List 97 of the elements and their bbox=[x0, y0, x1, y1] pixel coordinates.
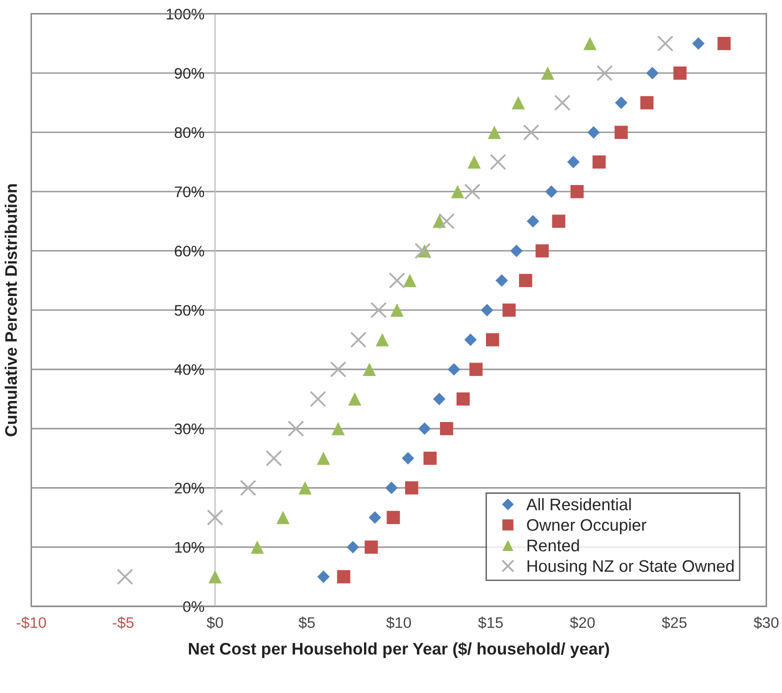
point bbox=[402, 452, 414, 464]
point bbox=[390, 304, 404, 317]
point bbox=[350, 332, 367, 348]
point bbox=[567, 156, 580, 168]
point bbox=[512, 96, 525, 110]
point bbox=[116, 568, 134, 585]
x-tick-label: $20 bbox=[570, 616, 595, 629]
point bbox=[657, 35, 674, 52]
legend-label: Rented bbox=[528, 539, 579, 552]
point bbox=[592, 155, 606, 169]
point bbox=[554, 94, 571, 111]
y-tick-label: 40% bbox=[174, 364, 204, 376]
point bbox=[456, 392, 470, 406]
point bbox=[486, 333, 500, 346]
point bbox=[298, 481, 312, 494]
point bbox=[316, 452, 330, 465]
point bbox=[692, 37, 705, 50]
point bbox=[490, 154, 506, 170]
point bbox=[364, 540, 378, 554]
point bbox=[440, 422, 454, 436]
x-tick-label: $0 bbox=[206, 616, 223, 629]
x-tick-label: $30 bbox=[754, 616, 779, 629]
point bbox=[330, 361, 346, 378]
point bbox=[403, 274, 416, 288]
point bbox=[468, 155, 481, 169]
point bbox=[469, 362, 483, 376]
point bbox=[368, 511, 382, 524]
point bbox=[332, 422, 345, 436]
point bbox=[502, 304, 516, 317]
legend-label: Housing NZ or State Owned bbox=[528, 560, 734, 576]
y-tick-label: 10% bbox=[175, 542, 204, 553]
point bbox=[536, 244, 549, 258]
point bbox=[522, 124, 540, 141]
point bbox=[718, 36, 731, 50]
point bbox=[346, 540, 360, 554]
point bbox=[310, 390, 326, 408]
point bbox=[448, 363, 460, 376]
point bbox=[266, 450, 282, 466]
point bbox=[496, 274, 508, 287]
point bbox=[433, 392, 446, 406]
y-tick-label: 20% bbox=[174, 482, 204, 494]
point bbox=[646, 66, 659, 80]
legend-label: Owner Occupier bbox=[527, 518, 646, 534]
y-tick-label: 80% bbox=[174, 127, 204, 138]
point bbox=[541, 66, 554, 80]
point bbox=[388, 272, 406, 289]
point bbox=[570, 185, 584, 198]
point bbox=[276, 510, 290, 524]
point bbox=[288, 420, 304, 437]
point bbox=[414, 242, 431, 260]
point bbox=[614, 96, 628, 109]
point bbox=[362, 362, 376, 376]
legend-label: All Residential bbox=[526, 498, 631, 510]
point bbox=[250, 540, 264, 554]
y-axis-title: Cumulative Percent Distribution bbox=[4, 184, 17, 436]
x-tick-label: $25 bbox=[662, 616, 687, 629]
point bbox=[418, 422, 431, 435]
point bbox=[587, 126, 600, 139]
x-tick-label: $5 bbox=[298, 616, 315, 629]
point bbox=[596, 64, 613, 82]
x-tick-label: $10 bbox=[386, 616, 411, 629]
point bbox=[526, 215, 540, 228]
point bbox=[423, 452, 437, 465]
y-tick-label: 90% bbox=[174, 68, 204, 79]
point bbox=[614, 126, 628, 139]
point bbox=[519, 274, 532, 288]
point bbox=[317, 570, 330, 583]
y-tick-label: 60% bbox=[174, 246, 204, 257]
point bbox=[370, 302, 387, 318]
point bbox=[552, 214, 566, 228]
point bbox=[385, 482, 398, 494]
point bbox=[510, 244, 523, 258]
y-tick-label: 70% bbox=[174, 186, 204, 198]
point bbox=[464, 183, 481, 200]
point bbox=[545, 185, 558, 198]
x-tick-label: -$10 bbox=[16, 616, 46, 629]
point bbox=[451, 185, 464, 198]
point bbox=[376, 333, 389, 346]
point bbox=[464, 334, 477, 346]
point bbox=[640, 96, 654, 110]
y-tick-label: 50% bbox=[174, 304, 204, 316]
point bbox=[337, 570, 350, 584]
point bbox=[488, 126, 501, 139]
point bbox=[240, 480, 256, 496]
x-axis-title: Net Cost per Household per Year ($/ household/ year) bbox=[188, 642, 610, 658]
point bbox=[480, 304, 494, 316]
point bbox=[206, 509, 224, 526]
point bbox=[208, 570, 222, 584]
y-tick-label: 30% bbox=[174, 423, 204, 434]
point bbox=[438, 213, 455, 230]
point bbox=[386, 510, 400, 524]
point bbox=[348, 392, 362, 406]
point bbox=[583, 36, 597, 50]
point bbox=[405, 481, 418, 494]
x-tick-label: $15 bbox=[478, 616, 503, 629]
x-tick-label: -$5 bbox=[112, 616, 134, 629]
point bbox=[673, 66, 687, 80]
